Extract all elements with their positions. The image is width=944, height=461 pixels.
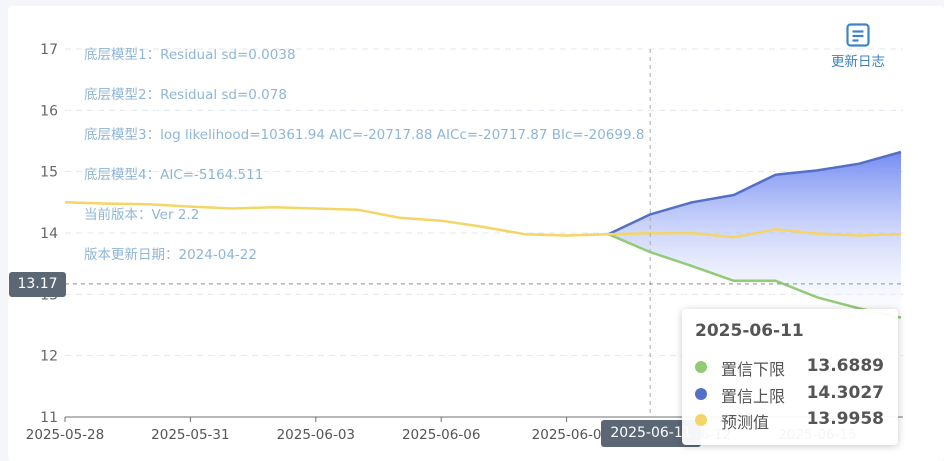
version-annotation: 当前版本：Ver 2.2	[84, 207, 200, 223]
y-tick-label: 17	[40, 42, 58, 58]
document-icon	[846, 23, 870, 47]
lower-bound-dot	[695, 361, 707, 373]
tooltip-row-value: 14.3027	[806, 383, 884, 403]
y-tick-label: 12	[40, 349, 58, 365]
tooltip-row-value: 13.6889	[806, 356, 884, 376]
tooltip-row-value: 13.9958	[806, 409, 884, 429]
y-tick-label: 16	[40, 103, 58, 119]
y-cursor-label: 13.17	[9, 272, 66, 297]
tooltip-row-lower: 置信下限 13.6889	[695, 356, 890, 379]
tooltip-row-name: 预测值	[721, 413, 770, 432]
tooltip-row-forecast: 预测值 13.9958	[695, 409, 890, 432]
x-tick-label: 2025-06-06	[402, 427, 480, 443]
x-tick-label: 2025-06-03	[277, 427, 355, 443]
upper-bound-dot	[695, 388, 707, 400]
model2-annotation: 底层模型2：Residual sd=0.078	[84, 87, 287, 103]
tooltip-row-name: 置信上限	[721, 387, 786, 406]
tooltip-row-upper: 置信上限 14.3027	[695, 383, 890, 406]
confidence-band	[608, 152, 901, 318]
y-tick-label: 15	[40, 165, 58, 181]
tooltip: 2025-06-11 置信下限 13.6889 置信上限 14.3027 预测值…	[682, 309, 898, 445]
x-tick-label: 2025-05-31	[151, 427, 229, 443]
tooltip-row-name: 置信下限	[721, 360, 786, 379]
forecast-dot	[695, 414, 707, 426]
update-log-label: 更新日志	[831, 54, 885, 70]
y-tick-label: 11	[40, 410, 58, 426]
model3-annotation: 底层模型3：log likelihood=10361.94 AIC=-20717…	[84, 127, 645, 143]
model4-annotation: 底层模型4：AIC=-5164.511	[84, 167, 264, 183]
y-tick-label: 14	[40, 226, 58, 242]
forecast-line	[64, 201, 902, 239]
upper-bound-line	[607, 150, 902, 236]
x-tick-label: 2025-05-28	[26, 427, 104, 443]
lower-bound-line	[607, 233, 902, 319]
update-date-annotation: 版本更新日期：2024-04-22	[84, 247, 257, 263]
tooltip-date: 2025-06-11	[695, 321, 804, 341]
model1-annotation: 底层模型1：Residual sd=0.0038	[84, 47, 296, 63]
x-tick-label: 2025-06-0	[532, 427, 602, 443]
update-log-button[interactable]: 更新日志	[822, 22, 894, 70]
